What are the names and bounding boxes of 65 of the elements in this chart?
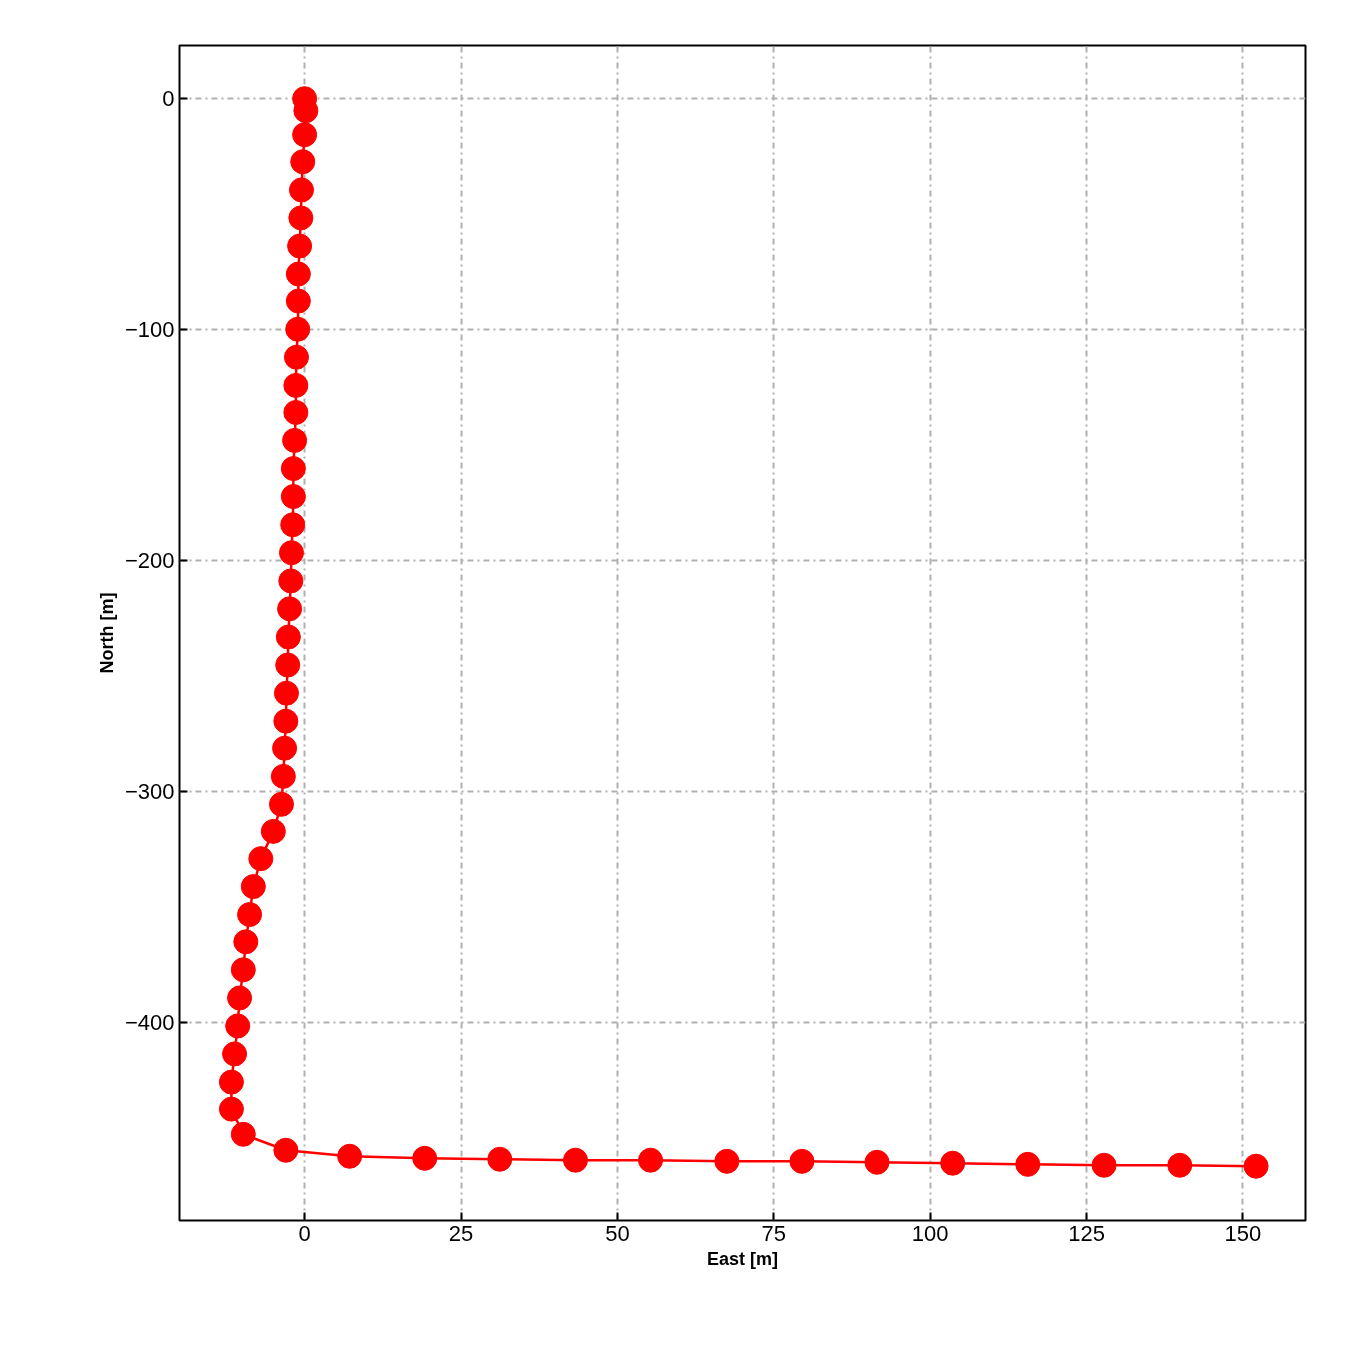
point xyxy=(277,596,303,622)
point xyxy=(248,846,274,872)
point xyxy=(1167,1152,1193,1178)
point xyxy=(230,1121,256,1147)
point xyxy=(283,372,309,398)
y-tick-label: −100 xyxy=(124,317,175,343)
y-tick-label: −300 xyxy=(124,779,175,805)
point xyxy=(230,957,256,983)
point xyxy=(638,1147,664,1173)
point xyxy=(237,902,263,928)
point xyxy=(273,680,299,706)
point xyxy=(278,540,304,566)
point xyxy=(282,427,308,453)
point xyxy=(1015,1151,1041,1177)
point xyxy=(283,344,309,370)
point xyxy=(714,1148,740,1174)
point xyxy=(275,624,301,650)
point xyxy=(272,735,298,761)
point xyxy=(273,708,299,734)
point xyxy=(218,1069,244,1095)
point xyxy=(233,929,259,955)
point xyxy=(337,1143,363,1169)
x-tick-label: 100 xyxy=(911,1220,949,1246)
point xyxy=(285,316,311,342)
y-axis-title: North [m] xyxy=(96,592,117,674)
point xyxy=(273,1137,299,1163)
point xyxy=(222,1041,248,1067)
y-tick-label: −200 xyxy=(124,548,175,574)
point xyxy=(225,1013,251,1039)
point xyxy=(1243,1153,1269,1179)
x-tick-label: 75 xyxy=(761,1220,787,1246)
point xyxy=(275,652,301,678)
point xyxy=(789,1148,815,1174)
point xyxy=(940,1150,966,1176)
point xyxy=(562,1147,588,1173)
point xyxy=(280,456,306,482)
point xyxy=(412,1145,438,1171)
point xyxy=(268,791,294,817)
y-tick-label: −400 xyxy=(124,1010,175,1036)
point xyxy=(240,874,266,900)
point xyxy=(270,763,296,789)
point xyxy=(285,288,311,314)
point xyxy=(290,149,316,175)
x-tick-label: 25 xyxy=(448,1220,474,1246)
point xyxy=(280,484,306,510)
point xyxy=(288,177,314,203)
point xyxy=(283,399,309,425)
point xyxy=(260,818,286,844)
x-tick-label: 150 xyxy=(1224,1220,1262,1246)
point xyxy=(218,1096,244,1122)
x-axis-title: East [m] xyxy=(706,1248,779,1269)
point xyxy=(864,1149,890,1175)
point xyxy=(1091,1152,1117,1178)
x-tick-label: 50 xyxy=(605,1220,630,1246)
x-tick-label: 125 xyxy=(1068,1220,1105,1246)
point xyxy=(288,205,314,231)
point xyxy=(227,985,253,1011)
point xyxy=(280,512,306,538)
point xyxy=(285,261,311,287)
x-tick-label: 0 xyxy=(298,1220,311,1246)
point xyxy=(287,233,313,259)
point xyxy=(278,568,304,594)
point xyxy=(292,122,318,148)
y-tick-label: 0 xyxy=(162,86,175,112)
point xyxy=(487,1146,513,1172)
